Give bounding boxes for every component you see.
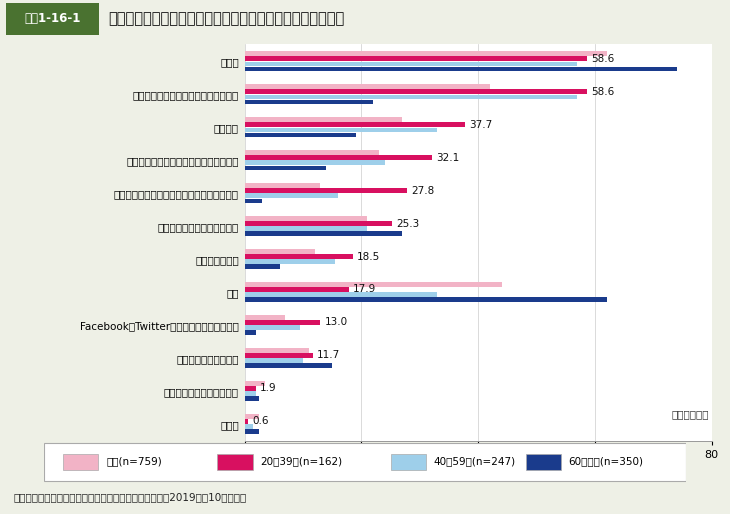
Bar (245, 117, 402, 122)
Bar (245, 221, 392, 226)
Bar (245, 193, 338, 198)
Bar (245, 320, 320, 325)
FancyBboxPatch shape (218, 454, 253, 470)
Bar (245, 292, 437, 297)
Bar (245, 67, 677, 71)
Bar (245, 396, 259, 401)
Text: 17.9: 17.9 (353, 284, 377, 295)
Bar (245, 254, 353, 259)
Bar (245, 249, 315, 254)
Bar (245, 183, 320, 188)
Text: 32.1: 32.1 (436, 153, 459, 162)
FancyBboxPatch shape (63, 454, 99, 470)
Text: 資料：農林水産省「食育に関する意識調査」（令和元（2019）年10月実施）: 資料：農林水産省「食育に関する意識調査」（令和元（2019）年10月実施） (13, 492, 247, 503)
Text: 58.6: 58.6 (591, 54, 614, 64)
Bar (245, 429, 259, 434)
Text: 1.9: 1.9 (260, 383, 277, 393)
Text: 11.7: 11.7 (317, 351, 340, 360)
Text: 食品安全に関する情報を入手したい情報源（男性・年代別）: 食品安全に関する情報を入手したい情報源（男性・年代別） (108, 11, 345, 26)
Text: 0.6: 0.6 (252, 416, 269, 426)
Bar (245, 298, 607, 302)
Bar (245, 216, 367, 221)
Bar (245, 95, 577, 99)
Bar (245, 386, 255, 391)
Bar (245, 381, 265, 386)
Bar (245, 198, 262, 203)
Bar (245, 348, 309, 353)
Text: 60歳以上(n=350): 60歳以上(n=350) (569, 456, 644, 466)
Bar (245, 155, 432, 160)
Text: 図表1-16-1: 図表1-16-1 (24, 12, 81, 25)
Text: 37.7: 37.7 (469, 120, 492, 130)
Bar (245, 122, 465, 127)
Text: 20〜39歳(n=162): 20〜39歳(n=162) (261, 456, 342, 466)
Bar (245, 260, 335, 264)
Bar (245, 331, 256, 335)
Bar (245, 358, 303, 363)
Bar (245, 89, 587, 94)
Bar (245, 62, 577, 66)
Bar (245, 100, 373, 104)
Bar (245, 51, 607, 56)
Text: 18.5: 18.5 (357, 251, 380, 262)
Bar (245, 127, 437, 132)
Bar (245, 287, 349, 292)
Bar (245, 424, 253, 429)
Bar (245, 363, 332, 368)
FancyBboxPatch shape (6, 3, 99, 35)
Bar (245, 391, 256, 396)
Bar (245, 166, 326, 170)
Bar (245, 231, 402, 236)
Bar (245, 84, 490, 89)
Text: （複数回答）: （複数回答） (672, 409, 710, 419)
Bar (245, 419, 248, 424)
Bar (245, 160, 385, 165)
Bar (245, 414, 259, 418)
FancyBboxPatch shape (44, 443, 686, 481)
Text: 13.0: 13.0 (325, 318, 347, 327)
Bar (245, 188, 407, 193)
FancyBboxPatch shape (391, 454, 426, 470)
Bar (245, 133, 356, 137)
Bar (245, 226, 367, 231)
Text: 全体(n=759): 全体(n=759) (106, 456, 162, 466)
Bar (245, 57, 587, 61)
Bar (245, 150, 379, 155)
Bar (245, 315, 285, 320)
Bar (245, 264, 280, 269)
Text: 27.8: 27.8 (411, 186, 434, 196)
Text: 40〜59歳(n=247): 40〜59歳(n=247) (434, 456, 516, 466)
Bar (245, 325, 300, 330)
Bar (245, 282, 502, 287)
Text: 25.3: 25.3 (396, 218, 420, 229)
Text: 58.6: 58.6 (591, 87, 614, 97)
FancyBboxPatch shape (526, 454, 561, 470)
Bar (245, 353, 313, 358)
